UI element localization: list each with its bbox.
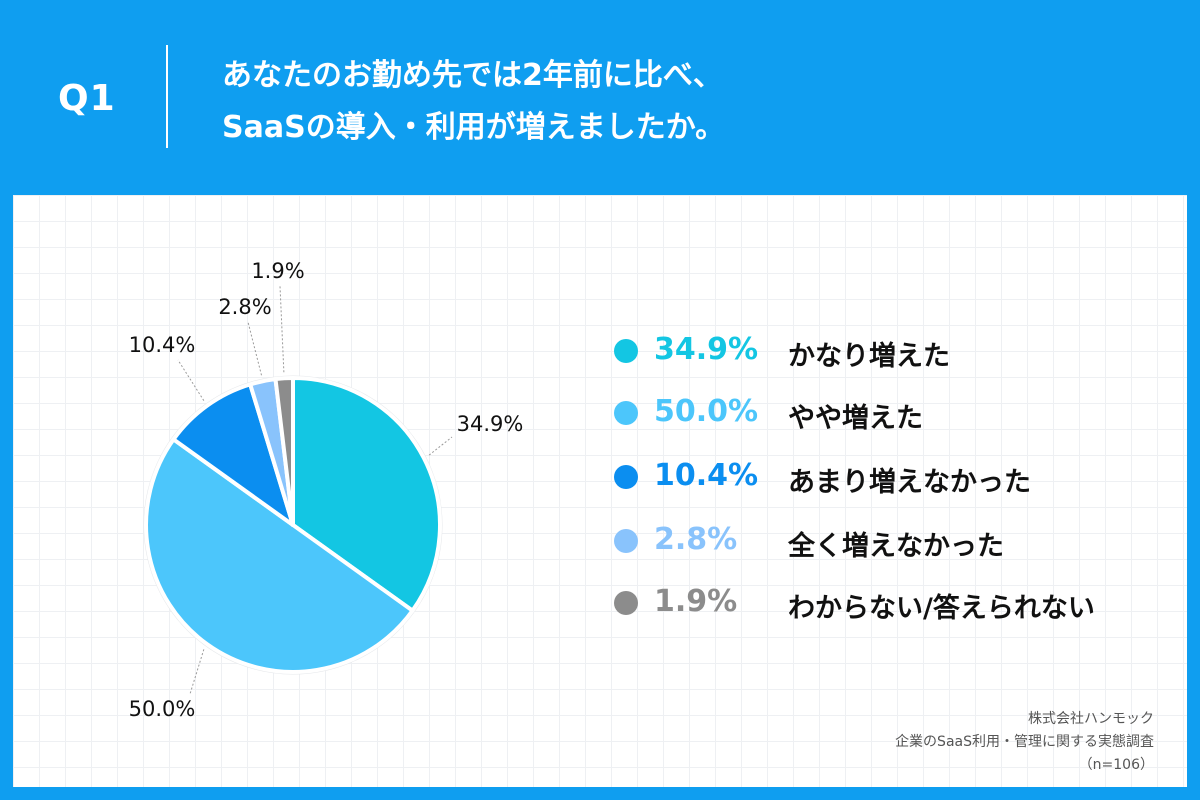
leader-line-3 bbox=[177, 359, 205, 401]
legend-value-4: 2.8% bbox=[654, 522, 738, 557]
header-divider bbox=[166, 45, 168, 148]
question-title-line-1: あなたのお勤め先では2年前に比べ、 bbox=[222, 58, 723, 93]
leader-line-1 bbox=[428, 436, 453, 456]
pie-slice-5 bbox=[273, 376, 295, 527]
legend-label-4: 全く増えなかった bbox=[788, 531, 1004, 562]
pie-data-label-2: 50.0% bbox=[129, 697, 196, 721]
legend-swatch-3 bbox=[614, 465, 638, 489]
legend-item-1: 34.9% かなり増えた bbox=[612, 330, 1172, 372]
legend-value-1: 34.9% bbox=[654, 332, 759, 367]
legend-value-5: 1.9% bbox=[654, 584, 738, 619]
leader-line-5 bbox=[279, 285, 285, 373]
source-sample-size: （n=106） bbox=[1078, 757, 1154, 773]
legend-label-1: かなり増えた bbox=[788, 341, 950, 372]
question-number: Q1 bbox=[58, 78, 116, 119]
legend-label-2: やや増えた bbox=[788, 403, 923, 434]
pie-slice-1 bbox=[291, 376, 442, 613]
legend-item-5: 1.9% わからない/答えられない bbox=[612, 582, 1172, 624]
pie-data-label-5: 1.9% bbox=[251, 259, 304, 283]
legend-value-2: 50.0% bbox=[654, 394, 759, 429]
legend-label-3: あまり増えなかった bbox=[788, 467, 1031, 498]
leader-line-2 bbox=[189, 649, 205, 695]
pie-slice-2 bbox=[144, 437, 415, 674]
legend-swatch-5 bbox=[614, 591, 638, 615]
pie-data-label-4: 2.8% bbox=[218, 295, 271, 319]
legend-swatch-1 bbox=[614, 339, 638, 363]
header: Q1 あなたのお勤め先では2年前に比べ、 SaaSの導入・利用が増えましたか。 bbox=[0, 0, 1200, 195]
pie-data-label-1: 34.9% bbox=[457, 412, 524, 436]
legend-value-3: 10.4% bbox=[654, 458, 759, 493]
legend-item-3: 10.4% あまり増えなかった bbox=[612, 456, 1172, 498]
legend-item-4: 2.8% 全く増えなかった bbox=[612, 520, 1172, 562]
legend-item-2: 50.0% やや増えた bbox=[612, 392, 1172, 434]
legend-swatch-2 bbox=[614, 401, 638, 425]
source-survey: 企業のSaaS利用・管理に関する実態調査 bbox=[895, 734, 1154, 750]
source-note: 株式会社ハンモック 企業のSaaS利用・管理に関する実態調査 （n=106） bbox=[895, 708, 1154, 777]
legend-label-5: わからない/答えられない bbox=[788, 593, 1095, 624]
leader-line-4 bbox=[247, 321, 262, 376]
pie-data-label-3: 10.4% bbox=[129, 333, 196, 357]
question-title-line-2: SaaSの導入・利用が増えましたか。 bbox=[222, 110, 726, 145]
source-company: 株式会社ハンモック bbox=[1028, 711, 1154, 727]
pie-slice-3 bbox=[171, 382, 295, 527]
legend-swatch-4 bbox=[614, 529, 638, 553]
question-title: あなたのお勤め先では2年前に比べ、 SaaSの導入・利用が増えましたか。 bbox=[222, 50, 725, 154]
